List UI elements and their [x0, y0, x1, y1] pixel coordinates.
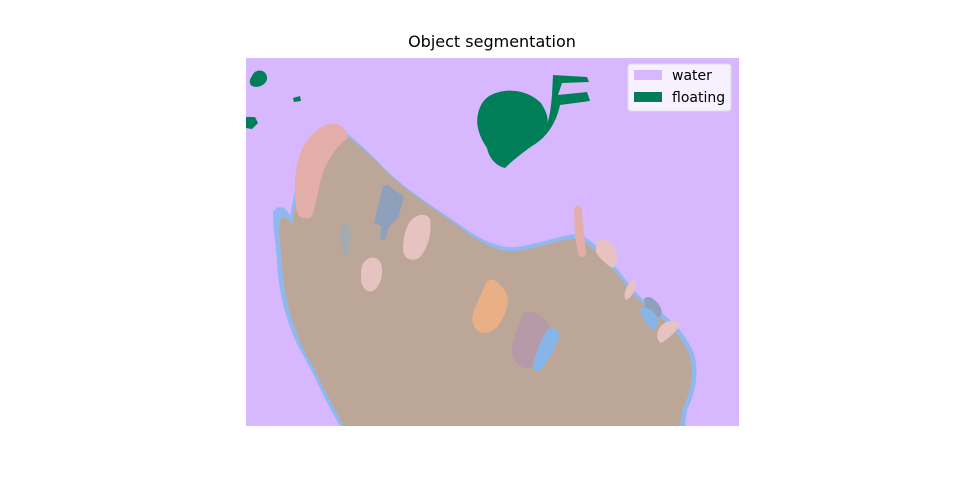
light-pink-region-1 [403, 214, 431, 260]
floating-blob-small-2 [246, 117, 258, 129]
floating-blob-main [477, 75, 590, 168]
light-pink-region-2 [361, 257, 383, 292]
floating-blob-small-1 [249, 70, 268, 87]
right-edge-pink-strip [574, 205, 586, 257]
segmentation-mask [246, 70, 697, 426]
right-edge-pink-bump [596, 239, 618, 268]
legend-swatch-water [634, 70, 662, 80]
chart-title: Object segmentation [408, 32, 576, 51]
right-edge-pink-spot [624, 280, 637, 300]
legend-swatch-floating [634, 92, 662, 102]
pink-region [294, 123, 349, 219]
legend-label-water: water [672, 68, 712, 84]
right-edge-pink-tip [657, 320, 680, 343]
floating-blob-small-3 [293, 96, 301, 102]
gray-region [340, 223, 351, 254]
legend: water floating [627, 63, 732, 112]
blue-gray-region [374, 185, 404, 240]
legend-label-floating: floating [672, 90, 725, 106]
light-blue-region-1 [532, 327, 560, 372]
right-edge-blue-gray [644, 297, 662, 319]
orange-region [472, 279, 508, 334]
light-blue-region-2 [640, 307, 659, 330]
